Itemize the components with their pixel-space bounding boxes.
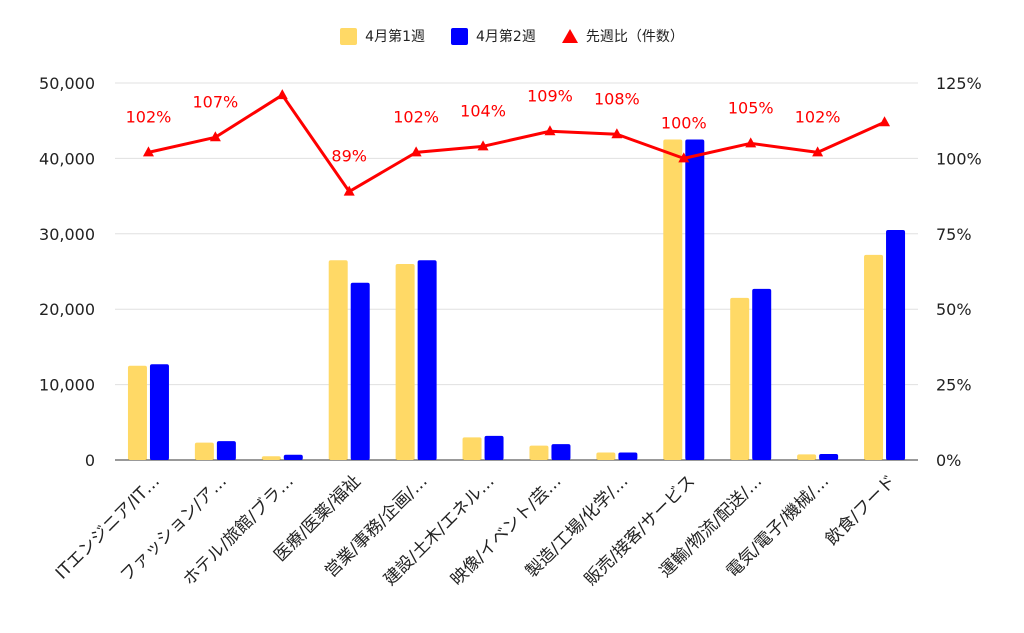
bar-week1 <box>663 139 683 461</box>
ratio-point-triangle <box>209 131 221 142</box>
bar-week1 <box>797 454 817 460</box>
bar-week2 <box>417 260 437 460</box>
y-left-tick-label: 0 <box>85 451 95 470</box>
bar-week2 <box>551 444 571 460</box>
y-left-tick-label: 10,000 <box>39 376 95 395</box>
legend-swatch-week1 <box>340 27 358 45</box>
bar-week1 <box>864 254 884 460</box>
bar-week2 <box>350 282 370 460</box>
ratio-point-triangle <box>410 146 422 157</box>
legend-label-week1: 4月第1週 <box>365 29 425 45</box>
bar-week1 <box>730 297 750 460</box>
x-tick-label: ホテル/旅館/ブラ… <box>179 471 298 590</box>
ratio-data-label: 102% <box>126 107 172 126</box>
x-tick-label: 販売/接客/サービス <box>581 471 699 589</box>
x-tick-label: 映像/イベント/芸… <box>447 471 565 589</box>
bar-week2 <box>484 435 504 460</box>
y-axis-left: 0 10,000 20,000 30,000 40,000 50,000 <box>39 74 95 470</box>
bar-week2 <box>216 441 236 460</box>
ratio-point-triangle <box>343 185 355 196</box>
legend-item-ratio[interactable]: 先週比（件数） <box>561 26 684 46</box>
ratio-data-label: 102% <box>393 107 439 126</box>
ratio-line <box>148 93 886 194</box>
ratio-point-triangle <box>611 128 623 139</box>
bar-week1 <box>127 365 147 460</box>
bar-week1 <box>596 452 616 460</box>
bar-week2 <box>149 364 169 460</box>
legend-swatch-week2 <box>451 27 468 45</box>
y-left-tick-label: 40,000 <box>39 149 95 168</box>
bar-series <box>127 139 906 461</box>
legend-triangle-icon <box>561 29 578 43</box>
ratio-data-labels: 102% 107% 89% 102% 104% 109% 108% 100% 105% 102% <box>126 86 841 165</box>
y-left-tick-label: 50,000 <box>39 74 95 93</box>
gridlines <box>115 82 918 461</box>
bar-week2 <box>618 452 638 460</box>
ratio-data-label: 109% <box>527 86 573 105</box>
ratio-data-label: 102% <box>795 107 841 126</box>
legend-label-ratio: 先週比（件数） <box>585 29 684 45</box>
y-right-tick-label: 0% <box>936 451 961 470</box>
y-right-tick-label: 25% <box>936 376 972 395</box>
legend-label-week2: 4月第2週 <box>476 29 536 45</box>
bar-week1 <box>261 456 281 460</box>
ratio-data-label: 108% <box>594 89 640 108</box>
ratio-point-triangle <box>812 146 824 157</box>
x-axis-labels: ITエンジニア/IT…ファッション/ア…ホテル/旅館/ブラ…医療/医薬/福祉営業… <box>52 471 900 590</box>
bar-week1 <box>529 445 549 460</box>
y-axis-right: 0% 25% 50% 75% 100% 125% <box>936 74 982 470</box>
y-right-tick-label: 100% <box>936 149 982 168</box>
ratio-point-triangle <box>745 137 757 148</box>
y-right-tick-label: 50% <box>936 300 972 319</box>
x-tick-label: 飲食/フード <box>822 471 900 549</box>
ratio-point-triangle <box>544 125 556 136</box>
ratio-point-triangle <box>477 140 489 151</box>
ratio-data-label: 105% <box>728 98 774 117</box>
y-left-tick-label: 20,000 <box>39 300 95 319</box>
ratio-data-label: 104% <box>460 101 506 120</box>
ratio-point-triangle <box>879 116 891 127</box>
ratio-line-series <box>142 89 891 196</box>
bar-week1 <box>395 263 415 460</box>
ratio-point-triangle <box>678 152 690 163</box>
bar-week1 <box>462 437 482 460</box>
y-right-tick-label: 75% <box>936 225 972 244</box>
bar-week2 <box>886 230 906 460</box>
bar-week2 <box>752 288 772 460</box>
legend-item-week1[interactable]: 4月第1週 <box>340 26 425 46</box>
y-right-tick-label: 125% <box>936 74 982 93</box>
ratio-data-label: 89% <box>331 147 367 166</box>
ratio-data-label: 107% <box>193 92 239 111</box>
legend-item-week2[interactable]: 4月第2週 <box>451 26 536 46</box>
bar-week2 <box>685 139 705 461</box>
bar-week1 <box>328 260 348 460</box>
ratio-data-label: 100% <box>661 113 707 132</box>
x-tick-label: 建設/土木/エネル… <box>380 471 498 589</box>
bar-week1 <box>194 442 214 460</box>
ratio-point-triangle <box>142 146 154 157</box>
y-left-tick-label: 30,000 <box>39 225 95 244</box>
bar-week2 <box>819 453 839 460</box>
chart-legend: 4月第1週 4月第2週 先週比（件数） <box>0 26 1024 46</box>
ratio-point-triangle <box>276 89 288 100</box>
bar-week2 <box>283 454 303 460</box>
